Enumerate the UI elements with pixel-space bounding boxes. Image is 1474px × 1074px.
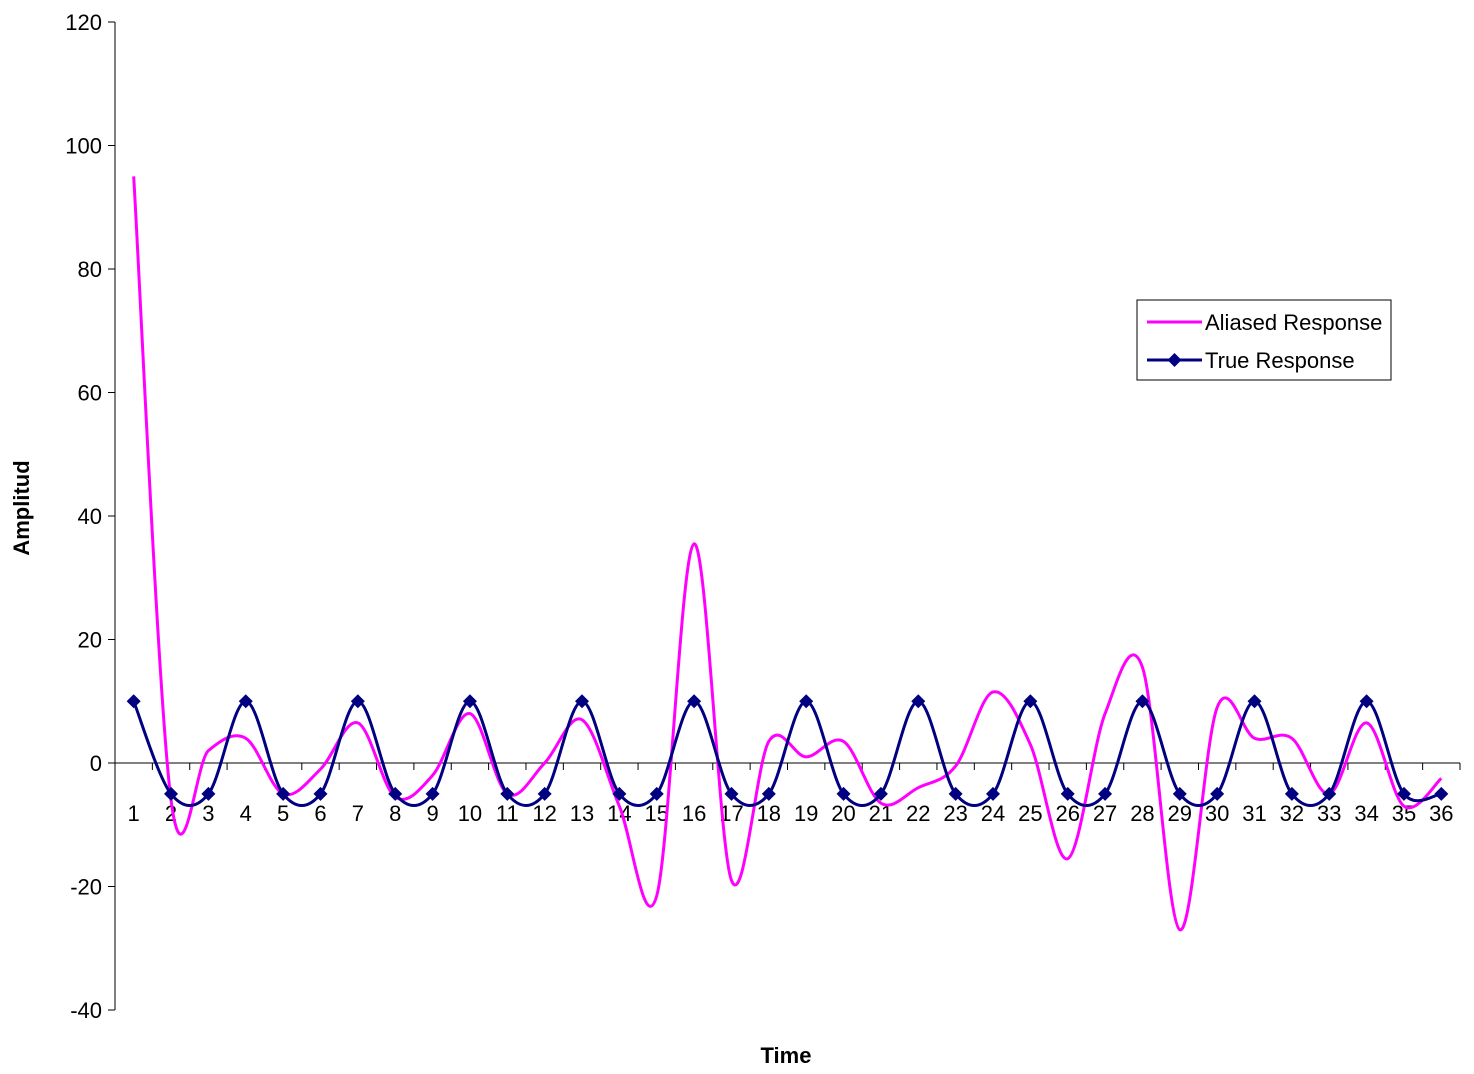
legend-marker-true (1167, 353, 1182, 367)
x-tick-label: 18 (757, 801, 781, 826)
y-tick-label: -40 (70, 998, 102, 1023)
data-point-true-response (799, 694, 814, 709)
x-tick-label: 16 (682, 801, 706, 826)
data-point-true-response (164, 786, 179, 801)
data-point-true-response (1396, 786, 1411, 801)
x-axis-title: Time (761, 1043, 812, 1068)
data-point-true-response (687, 694, 702, 709)
data-point-true-response (462, 694, 477, 709)
x-tick-label: 36 (1429, 801, 1453, 826)
x-tick-label: 7 (352, 801, 364, 826)
data-point-true-response (1359, 694, 1374, 709)
y-tick-label: 120 (65, 10, 102, 35)
x-tick-label: 22 (906, 801, 930, 826)
data-point-true-response (1060, 786, 1075, 801)
x-tick-label: 32 (1280, 801, 1304, 826)
data-point-true-response (201, 786, 216, 801)
legend-box (1136, 299, 1392, 381)
data-point-true-response (537, 786, 552, 801)
data-point-true-response (948, 786, 963, 801)
y-tick-label: 60 (78, 381, 102, 406)
x-tick-label: 3 (202, 801, 214, 826)
data-point-true-response (724, 786, 739, 801)
legend-label-true: True Response (1205, 348, 1355, 373)
data-point-true-response (1247, 694, 1262, 709)
data-point-true-response (575, 694, 590, 709)
x-tick-label: 13 (570, 801, 594, 826)
x-tick-label: 12 (532, 801, 556, 826)
data-point-true-response (238, 694, 253, 709)
data-point-true-response (985, 786, 1000, 801)
x-tick-label: 10 (458, 801, 482, 826)
data-point-true-response (276, 786, 291, 801)
x-tick-label: 24 (981, 801, 1005, 826)
y-tick-label: 0 (90, 751, 102, 776)
data-point-true-response (1210, 786, 1225, 801)
x-tick-label: 6 (314, 801, 326, 826)
data-point-true-response (1434, 786, 1449, 801)
data-point-true-response (836, 786, 851, 801)
data-point-true-response (313, 786, 328, 801)
data-point-true-response (649, 786, 664, 801)
x-tick-label: 1 (128, 801, 140, 826)
x-tick-label: 30 (1205, 801, 1229, 826)
data-point-true-response (500, 786, 515, 801)
data-point-true-response (612, 786, 627, 801)
y-tick-label: -20 (70, 875, 102, 900)
x-tick-label: 19 (794, 801, 818, 826)
x-tick-label: 33 (1317, 801, 1341, 826)
data-point-true-response (1172, 786, 1187, 801)
data-point-true-response (388, 786, 403, 801)
plot-area (126, 176, 1449, 932)
data-point-true-response (350, 694, 365, 709)
y-tick-label: 100 (65, 134, 102, 159)
x-tick-label: 20 (831, 801, 855, 826)
data-point-true-response (761, 786, 776, 801)
x-tick-label: 9 (426, 801, 438, 826)
x-tick-label: 25 (1018, 801, 1042, 826)
x-tick-label: 23 (943, 801, 967, 826)
x-tick-label: 5 (277, 801, 289, 826)
x-tick-label: 34 (1354, 801, 1378, 826)
series-line-aliased-response (132, 176, 1443, 932)
x-tick-label: 31 (1242, 801, 1266, 826)
x-tick-label: 11 (496, 801, 519, 826)
x-tick-label: 29 (1168, 801, 1192, 826)
x-tick-label: 27 (1093, 801, 1117, 826)
y-tick-label: 80 (78, 257, 102, 282)
data-point-true-response (873, 786, 888, 801)
y-tick-label: 20 (78, 628, 102, 653)
data-point-true-response (1135, 694, 1150, 709)
y-axis: -40 -20 0 20 40 60 80 100 120 (65, 10, 116, 1023)
y-axis-title: Amplitud (9, 460, 34, 555)
x-tick-label: 8 (389, 801, 401, 826)
data-point-true-response (425, 786, 440, 801)
data-point-true-response (1098, 786, 1113, 801)
x-tick-label: 4 (240, 801, 252, 826)
x-tick-label: 28 (1130, 801, 1154, 826)
legend: Aliased Response True Response (1136, 299, 1392, 381)
data-point-true-response (126, 694, 141, 709)
data-point-true-response (911, 694, 926, 709)
data-point-true-response (1284, 786, 1299, 801)
y-tick-label: 40 (78, 504, 102, 529)
data-point-true-response (1322, 786, 1337, 801)
legend-label-aliased: Aliased Response (1205, 310, 1382, 335)
x-tick-label: 26 (1055, 801, 1079, 826)
data-point-true-response (1023, 694, 1038, 709)
